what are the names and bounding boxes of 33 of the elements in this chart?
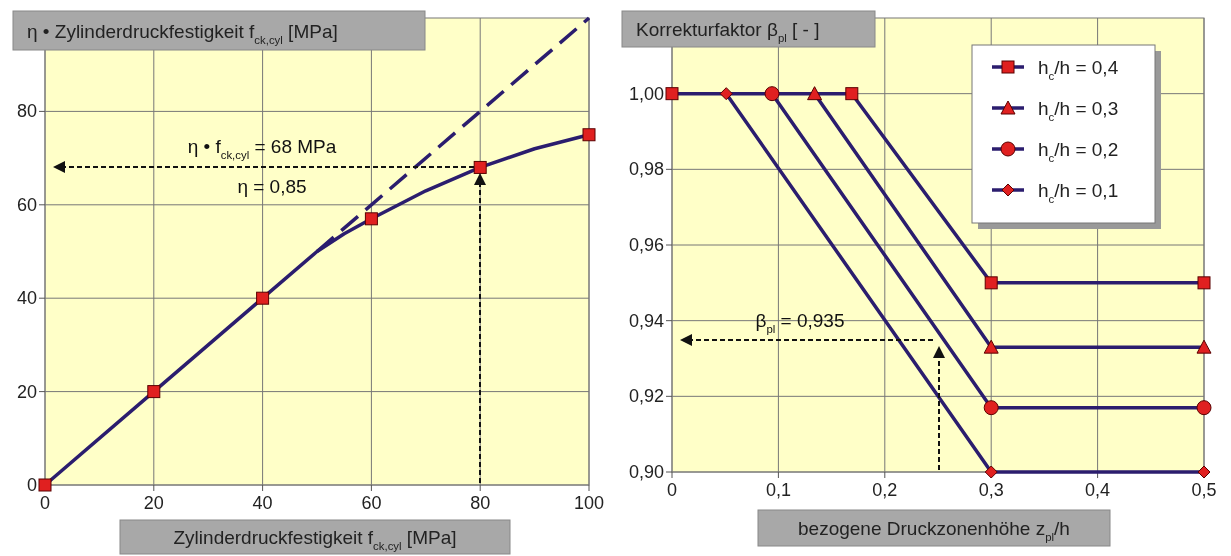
- x-tick-label: 80: [470, 493, 491, 513]
- annotation: η • f$_{ck,cyl}$ = 68 MPa: [187, 136, 337, 161]
- legend-label: h$_{c}$/h = 0,3: [1038, 98, 1119, 123]
- x-tick-label: 0,1: [765, 480, 791, 500]
- y-tick-label: 0,96: [628, 235, 664, 255]
- x-tick-label: 100: [573, 493, 605, 513]
- y-axis-title: Korrekturfaktor β$_{pl}$ [ - ]: [636, 19, 820, 44]
- y-tick-label: 0,98: [628, 159, 664, 180]
- x-tick-label: 0,2: [872, 480, 898, 500]
- x-tick-label: 0,5: [1191, 480, 1217, 500]
- x-tick-label: 40: [252, 493, 273, 513]
- legend-label: h$_{c}$/h = 0,1: [1038, 180, 1119, 205]
- x-axis-title: Zylinderdruckfestigkeit f$_{ck,cyl}$ [MPa]: [173, 527, 457, 552]
- y-tick-label: 80: [16, 101, 37, 122]
- y-tick-label: 40: [16, 288, 37, 309]
- y-tick-label: 0,94: [628, 310, 664, 331]
- x-tick-label: 60: [361, 493, 382, 513]
- y-tick-label: 0,92: [628, 386, 664, 407]
- annotation: η = 0,85: [237, 176, 307, 197]
- legend-label: h$_{c}$/h = 0,4: [1038, 57, 1119, 82]
- annotation: β$_{pl}$ = 0,935: [755, 310, 845, 335]
- y-tick-label: 0,90: [628, 462, 664, 482]
- x-tick-label: 0: [666, 480, 678, 500]
- x-tick-label: 20: [143, 493, 164, 513]
- x-tick-label: 0: [39, 493, 51, 513]
- x-tick-label: 0,4: [1085, 480, 1111, 500]
- x-axis-title: bezogene Druckzonenhöhe z$_{pl}$/h: [798, 518, 1070, 543]
- x-tick-label: 0,3: [978, 480, 1004, 500]
- y-tick-label: 60: [16, 194, 37, 215]
- legend-label: h$_{c}$/h = 0,2: [1038, 139, 1119, 164]
- y-tick-label: 1,00: [628, 83, 664, 104]
- y-tick-label: 20: [16, 381, 37, 402]
- y-axis-title: η • Zylinderdruckfestigkeit f$_{ck,cyl}$ [MPa]: [27, 20, 338, 46]
